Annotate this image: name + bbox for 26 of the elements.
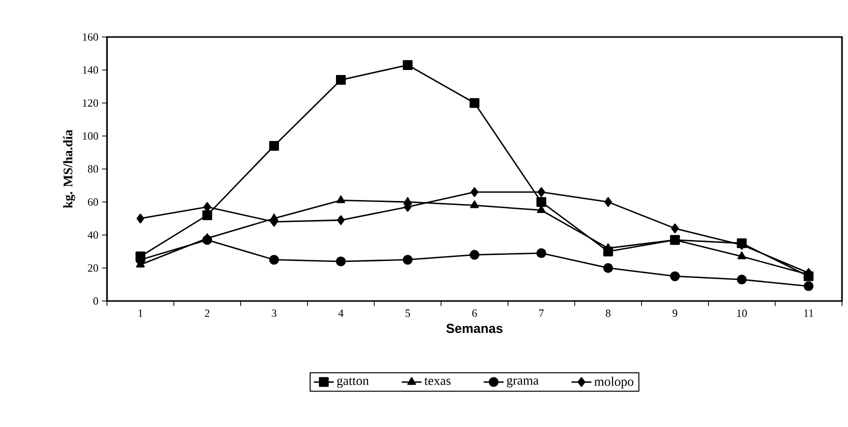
x-tick-label: 5 [406,310,410,317]
x-tick-label: 11 [804,310,814,317]
y-tick-label: 60 [88,198,98,206]
x-tick-label: 8 [606,310,610,317]
y-tick-label: 160 [82,33,98,41]
x-tick-label: 9 [672,310,678,317]
legend-label: gatton [337,378,369,388]
y-tick-label: 0 [93,297,98,305]
x-tick-label: 4 [338,310,344,317]
y-tick-label: 120 [82,99,98,107]
x-tick-label: 1 [138,310,142,317]
y-axis-title: kg. MS/ha.día [63,130,76,208]
y-tick-label: 80 [88,165,98,173]
x-tick-label: 6 [472,310,477,317]
legend-label: molopo [594,376,634,389]
y-tick-label: 140 [82,66,98,74]
y-tick-label: 40 [88,231,98,239]
x-tick-label: 3 [272,310,276,317]
x-tick-label: 7 [539,310,544,317]
x-axis-title: Semanas [446,324,503,334]
x-tick-label: 10 [737,310,747,317]
x-tick-label: 2 [204,310,210,317]
legend-label: grama [506,378,539,388]
y-tick-label: 20 [88,264,98,272]
y-tick-label: 100 [82,132,98,140]
legend-label: texas [424,378,451,386]
